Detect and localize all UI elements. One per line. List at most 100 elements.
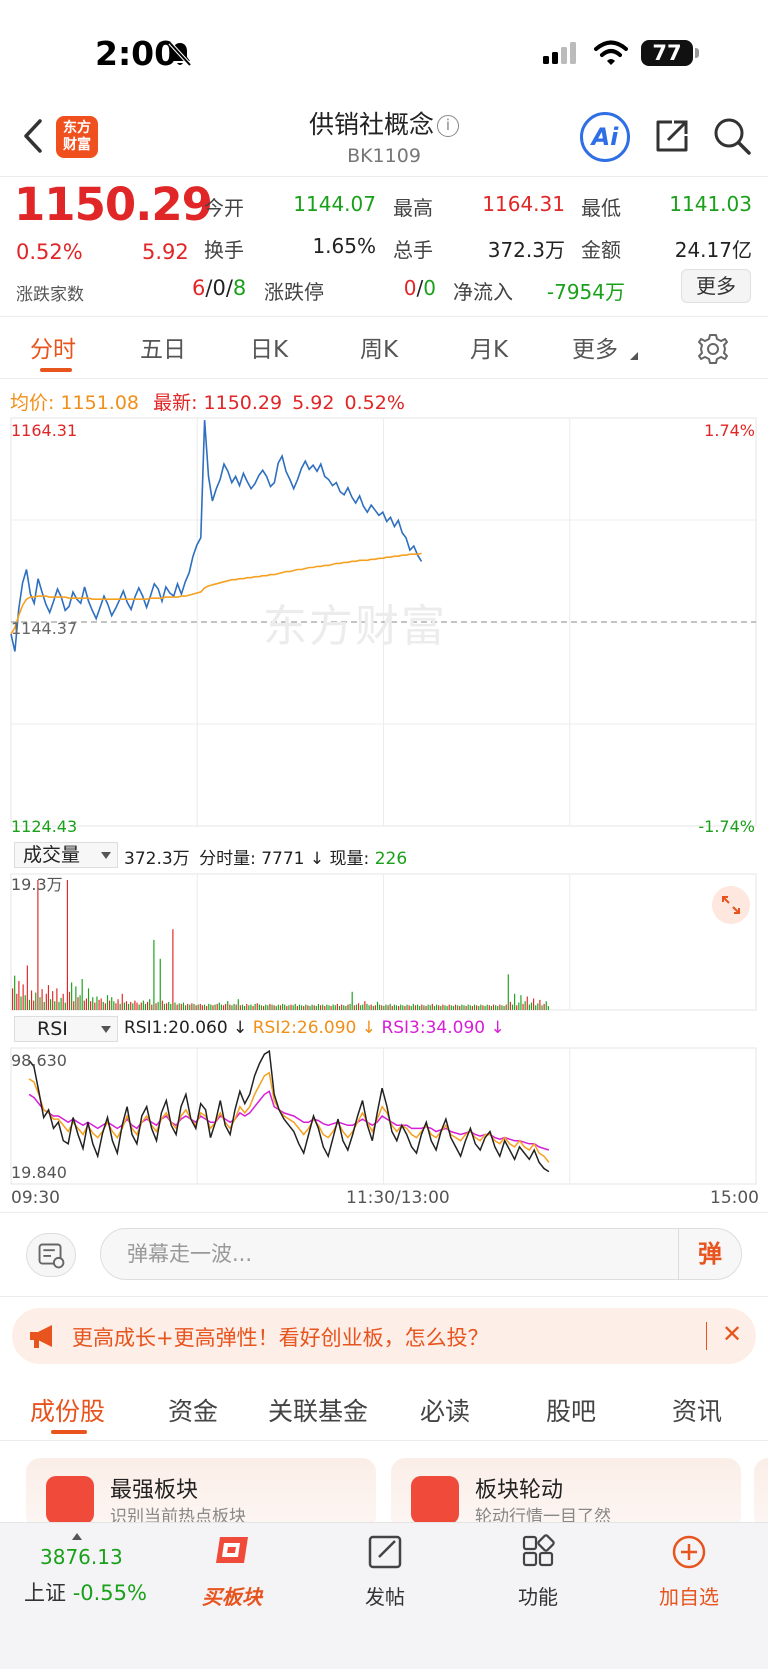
limit-down: 0 <box>423 276 436 300</box>
volume-bar <box>45 993 47 1010</box>
low-label: 最低 <box>581 196 621 220</box>
tab-monthly-k[interactable]: 月K <box>470 337 509 363</box>
open-label: 今开 <box>204 196 244 220</box>
index-value[interactable]: 3876.13 <box>40 1545 123 1569</box>
danmaku-input[interactable]: 弹幕走一波... <box>100 1228 680 1280</box>
volume-bar <box>187 1003 189 1010</box>
card-strongest-sector[interactable]: 最强板块 识别当前热点板块 <box>26 1458 376 1530</box>
latest-price: 1150.29 <box>203 392 283 414</box>
volume-bar <box>511 1004 514 1010</box>
indicator-select-volume[interactable]: 成交量 <box>14 842 118 868</box>
plus-circle-icon <box>672 1535 706 1569</box>
share-icon[interactable] <box>652 116 692 156</box>
volume-bar <box>533 998 535 1010</box>
volume-bar <box>159 958 161 1010</box>
volume-bar <box>254 1003 256 1010</box>
danmaku-send-button[interactable]: 弹 <box>678 1228 742 1280</box>
index-label[interactable]: 上证 -0.55% <box>24 1577 147 1607</box>
volume-bar <box>478 1006 480 1010</box>
indicator-select-rsi[interactable]: RSI <box>14 1016 118 1042</box>
tab-components[interactable]: 成份股 <box>30 1397 106 1426</box>
volume-bar <box>463 1005 465 1010</box>
arrow-down-icon: ↓ <box>227 1018 253 1038</box>
close-icon[interactable]: ✕ <box>722 1320 743 1348</box>
volume-bar <box>298 1004 301 1010</box>
volume-bar <box>444 1005 446 1010</box>
ai-button[interactable]: Ai <box>580 112 630 162</box>
tab-more[interactable]: 更多 <box>572 337 618 363</box>
volume-bar <box>484 1006 486 1010</box>
chevron-left-icon[interactable] <box>22 118 44 154</box>
volume-bar <box>364 1001 366 1010</box>
more-quote-button[interactable]: 更多 <box>681 269 751 303</box>
divider <box>0 1212 768 1213</box>
y-max-label: 1164.31 <box>11 421 77 440</box>
volume-bar <box>395 1005 398 1010</box>
volume-bar <box>290 1004 292 1010</box>
volume-bar <box>408 1005 410 1010</box>
tab-related-funds[interactable]: 关联基金 <box>268 1397 369 1426</box>
rsi3-line <box>28 1090 550 1151</box>
tab-intraday[interactable]: 分时 <box>30 337 76 363</box>
amount-value: 24.17亿 <box>674 238 752 262</box>
rsi-min-label: 19.840 <box>11 1163 67 1182</box>
volume-bar <box>265 1004 267 1010</box>
rsi-chart[interactable]: 98.630 19.840 <box>0 1046 768 1186</box>
volume-select-label: 成交量 <box>23 844 81 866</box>
divider <box>0 1296 768 1297</box>
app-logo: 东方 财富 <box>56 116 98 158</box>
volume-bar <box>514 993 516 1010</box>
change-value: 5.92 <box>142 240 189 264</box>
expand-icon[interactable] <box>712 886 750 924</box>
volume-bar <box>18 981 20 1010</box>
tab-forum[interactable]: 股吧 <box>546 1397 597 1426</box>
ad-banner[interactable]: 更高成长+更高弹性！看好创业板，怎么投？ ✕ <box>12 1308 756 1364</box>
volume-bar <box>351 991 353 1010</box>
nav-add-watchlist[interactable]: 加自选 <box>634 1533 744 1610</box>
tab-news[interactable]: 资讯 <box>672 1397 723 1426</box>
card-sector-rotation[interactable]: 板块轮动 轮动行情一目了然 <box>391 1458 741 1530</box>
tab-must-read[interactable]: 必读 <box>420 1397 471 1426</box>
volume-bar <box>467 1004 469 1010</box>
volume-bar <box>170 1003 172 1010</box>
gear-icon[interactable] <box>697 333 729 365</box>
volume-bar <box>509 1001 511 1010</box>
volume-bar <box>370 1004 372 1010</box>
volume-bar <box>113 1001 115 1010</box>
nav-functions[interactable]: 功能 <box>483 1533 593 1610</box>
tab-weekly-k[interactable]: 周K <box>360 337 399 363</box>
pct-min-label: -1.74% <box>698 817 755 836</box>
tab-funds[interactable]: 资金 <box>168 1397 219 1426</box>
volume-bar <box>94 1002 96 1010</box>
nav-buy-sector[interactable]: 买板块 <box>177 1533 287 1610</box>
intraday-chart[interactable]: 1164.31 1124.43 1144.37 1.74% -1.74% <box>0 410 768 840</box>
tab-five-day[interactable]: 五日 <box>140 337 186 363</box>
caret-up-icon[interactable] <box>72 1533 82 1540</box>
rsi-max-label: 98.630 <box>11 1051 67 1070</box>
volume-bar <box>41 989 43 1010</box>
volume-bar <box>256 1003 258 1010</box>
info-icon[interactable]: i <box>437 115 459 137</box>
volume-chart[interactable]: 19.3万 <box>0 870 768 1012</box>
page-title[interactable]: 供销社概念 i <box>0 105 768 141</box>
volume-bar <box>524 1001 526 1010</box>
card-partial[interactable] <box>754 1458 768 1530</box>
index-change: -0.55% <box>72 1581 147 1605</box>
danmaku-settings-icon[interactable] <box>26 1233 76 1277</box>
nav-post[interactable]: 发帖 <box>330 1533 440 1610</box>
volume-max-label: 19.3万 <box>11 875 63 894</box>
limit-label: 涨跌停 <box>264 280 324 304</box>
battery-icon: 77 <box>641 40 693 66</box>
volume-bar <box>12 988 14 1010</box>
volume-bar <box>267 1005 269 1010</box>
volume-bar <box>68 991 71 1010</box>
volume-bar <box>374 1005 376 1010</box>
tab-daily-k[interactable]: 日K <box>250 337 289 363</box>
volume-bar <box>134 1000 136 1010</box>
volume-bar <box>214 1004 216 1010</box>
volume-bar <box>227 1001 229 1010</box>
volume-bar <box>423 1005 425 1010</box>
volume-bar <box>535 1005 537 1010</box>
search-icon[interactable] <box>712 116 752 156</box>
volume-bar <box>376 1001 379 1010</box>
